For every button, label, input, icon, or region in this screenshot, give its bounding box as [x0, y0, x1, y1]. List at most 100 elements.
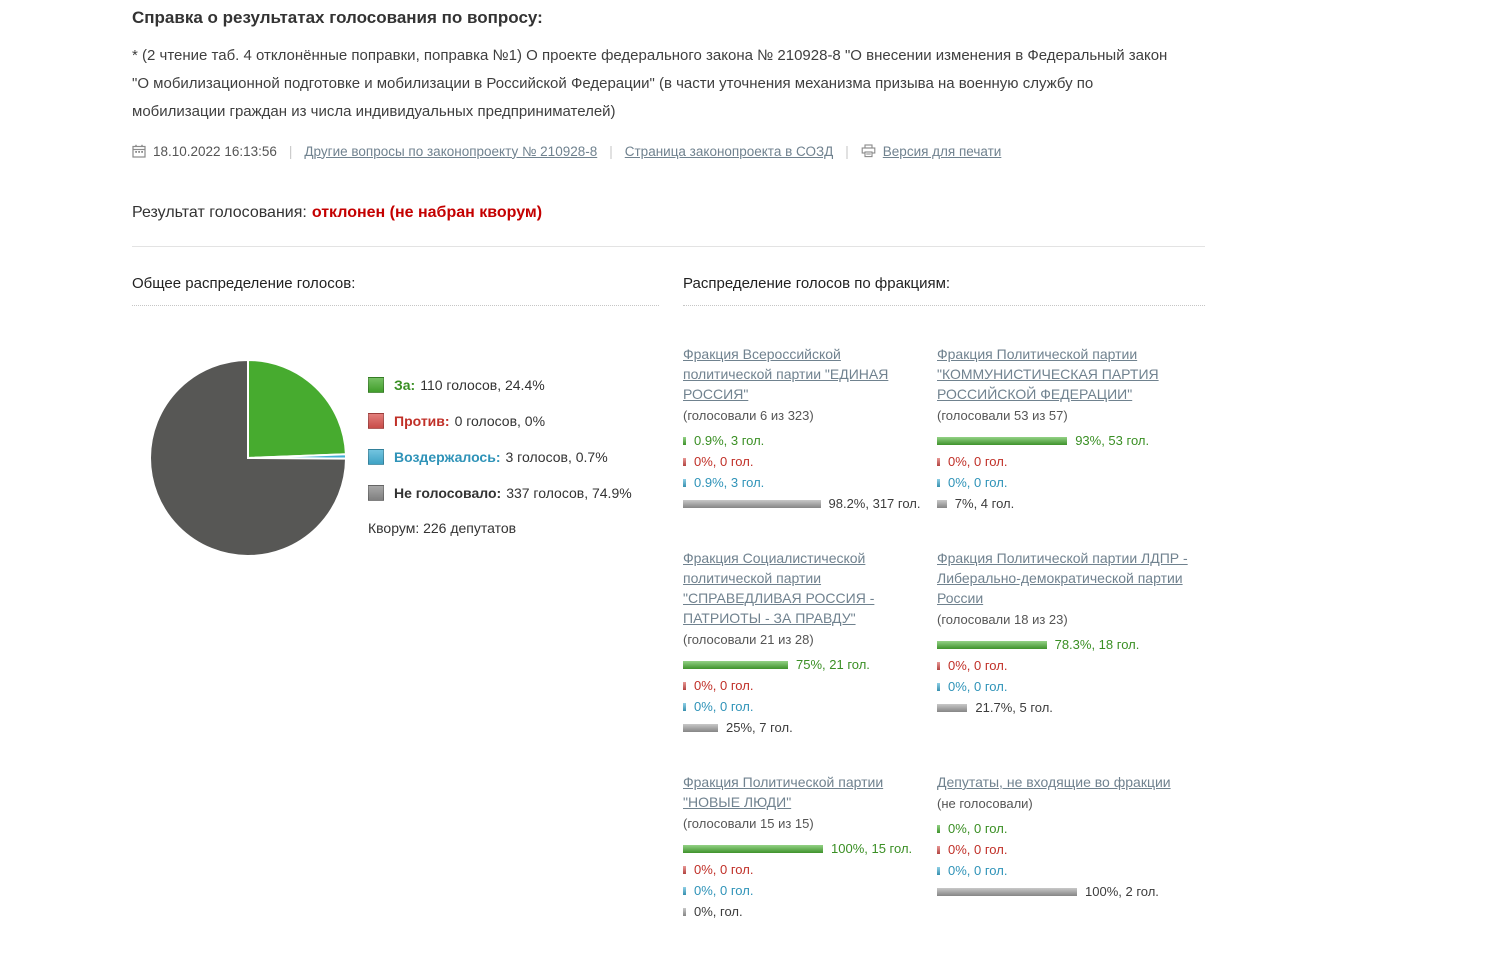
chart-legend: За: 110 голосов, 24.4% Против: 0 голосов, 0…	[368, 356, 632, 560]
vote-bar-against	[683, 681, 686, 690]
vote-value: 0.9%, 3 гол.	[694, 475, 765, 490]
legend-item-against: Против: 0 голосов, 0%	[368, 412, 632, 429]
vote-value: 0%, гол.	[694, 904, 743, 919]
legend-label: Не голосовало:	[394, 484, 502, 501]
legend-item-for: За: 110 голосов, 24.4%	[368, 376, 632, 393]
vote-value: 0%, 0 гол.	[694, 862, 754, 877]
vote-value: 0%, 0 гол.	[948, 454, 1008, 469]
meta-separator: |	[845, 143, 849, 159]
pie-chart	[149, 358, 348, 557]
fraction-name-link[interactable]: Депутаты, не входящие во фракции	[937, 774, 1171, 790]
vote-row-against: 0%, 0 гол.	[937, 655, 1191, 676]
date-text: 18.10.2022 16:13:56	[153, 143, 277, 159]
fraction-name-link[interactable]: Фракция Политической партии ЛДПР - Либер…	[937, 550, 1188, 606]
vote-bar-against	[937, 457, 940, 466]
vote-bar-novote	[937, 887, 1077, 896]
fraction-block: Фракция Политической партии ЛДПР - Либер…	[937, 548, 1205, 718]
overall-heading: Общее распределение голосов:	[132, 247, 659, 306]
link-print-version[interactable]: Версия для печати	[861, 143, 1002, 159]
fractions-grid: Фракция Всероссийской политической парти…	[683, 344, 1205, 922]
legend-label: За:	[394, 376, 416, 393]
vote-bar-novote	[683, 907, 686, 916]
vote-row-abstain: 0%, 0 гол.	[683, 880, 923, 901]
legend-value: 337 голосов, 74.9%	[506, 484, 632, 501]
legend-label: Против:	[394, 412, 450, 429]
fractions-section: Распределение голосов по фракциям: Фракц…	[683, 247, 1205, 922]
fraction-turnout: (голосовали 53 из 57)	[937, 408, 1068, 423]
vote-row-against: 0%, 0 гол.	[937, 839, 1191, 860]
legend-item-abstain: Воздержалось: 3 голосов, 0.7%	[368, 448, 632, 465]
vote-row-novote: 98.2%, 317 гол.	[683, 493, 923, 514]
voting-report-page: Справка о результатах голосования по воп…	[132, 8, 1205, 922]
vote-value: 0%, 0 гол.	[948, 658, 1008, 673]
pie-slice-3	[149, 358, 348, 557]
vote-row-novote: 25%, 7 гол.	[683, 717, 923, 738]
result-row: Результат голосования: отклонен (не набра…	[132, 204, 1205, 222]
vote-row-for: 78.3%, 18 гол.	[937, 634, 1191, 655]
vote-row-against: 0%, 0 гол.	[683, 451, 923, 472]
vote-value: 100%, 15 гол.	[831, 841, 913, 856]
link-sozd-page[interactable]: Страница законопроекта в СОЗД	[624, 143, 834, 159]
legend-swatch-abstain	[368, 448, 384, 465]
vote-bar-for	[683, 436, 686, 445]
vote-bar-against	[683, 457, 686, 466]
fraction-name-link[interactable]: Фракция Политической партии "КОММУНИСТИЧ…	[937, 346, 1159, 402]
legend-label: Воздержалось:	[394, 448, 501, 465]
vote-value: 0.9%, 3 гол.	[694, 433, 765, 448]
fraction-name-link[interactable]: Фракция Политической партии "НОВЫЕ ЛЮДИ"	[683, 774, 884, 810]
vote-bar-novote	[683, 499, 821, 508]
vote-row-for: 75%, 21 гол.	[683, 654, 923, 675]
section-divider	[132, 246, 1205, 247]
vote-bar-against	[683, 865, 686, 874]
vote-value: 0%, 0 гол.	[694, 883, 754, 898]
vote-value: 0%, 0 гол.	[948, 475, 1008, 490]
vote-value: 21.7%, 5 гол.	[975, 700, 1053, 715]
vote-row-for: 93%, 53 гол.	[937, 430, 1191, 451]
vote-value: 0%, 0 гол.	[948, 863, 1008, 878]
vote-row-abstain: 0%, 0 гол.	[683, 696, 923, 717]
legend-swatch-for	[368, 376, 384, 393]
fraction-block: Фракция Политической партии "НОВЫЕ ЛЮДИ"…	[683, 772, 937, 922]
vote-bar-abstain	[683, 478, 686, 487]
result-value: отклонен (не набран кворум)	[311, 204, 543, 221]
page-title: Справка о результатах голосования по воп…	[132, 8, 543, 27]
legend-value: 3 голосов, 0.7%	[505, 448, 608, 465]
vote-row-against: 0%, 0 гол.	[937, 451, 1191, 472]
quorum-text: Кворум: 226 депутатов	[368, 520, 517, 536]
legend-value: 0 голосов, 0%	[454, 412, 546, 429]
fraction-block: Депутаты, не входящие во фракции (не голо…	[937, 772, 1205, 902]
pie-slice-0	[247, 358, 347, 460]
vote-row-for: 0.9%, 3 гол.	[683, 430, 923, 451]
fraction-turnout: (не голосовали)	[937, 796, 1033, 811]
vote-bar-abstain	[937, 478, 940, 487]
vote-bar-novote	[937, 703, 968, 712]
vote-bar-for	[937, 824, 940, 833]
vote-row-for: 100%, 15 гол.	[683, 838, 923, 859]
link-other-questions[interactable]: Другие вопросы по законопроекту № 210928…	[304, 143, 598, 159]
printer-icon	[861, 144, 876, 158]
vote-row-abstain: 0%, 0 гол.	[937, 860, 1191, 881]
legend-swatch-novote	[368, 484, 384, 501]
calendar-icon	[132, 144, 146, 158]
vote-bar-for	[937, 436, 1068, 445]
vote-row-abstain: 0.9%, 3 гол.	[683, 472, 923, 493]
vote-bar-against	[937, 661, 940, 670]
vote-value: 25%, 7 гол.	[726, 720, 793, 735]
vote-bar-novote	[937, 499, 947, 508]
vote-value: 98.2%, 317 гол.	[828, 496, 921, 511]
vote-value: 0%, 0 гол.	[948, 679, 1008, 694]
vote-row-abstain: 0%, 0 гол.	[937, 472, 1191, 493]
overall-section: Общее распределение голосов: За: 110 голо…	[132, 247, 659, 922]
vote-row-novote: 7%, 4 гол.	[937, 493, 1191, 514]
print-version-label: Версия для печати	[882, 143, 1002, 159]
fraction-turnout: (голосовали 6 из 323)	[683, 408, 814, 423]
vote-value: 93%, 53 гол.	[1075, 433, 1150, 448]
vote-bar-against	[937, 845, 940, 854]
vote-bar-abstain	[683, 702, 686, 711]
fraction-name-link[interactable]: Фракция Всероссийской политической парти…	[683, 346, 889, 402]
vote-value: 78.3%, 18 гол.	[1054, 637, 1140, 652]
content-columns: Общее распределение голосов: За: 110 голо…	[132, 247, 1205, 922]
fraction-name-link[interactable]: Фракция Социалистической политической па…	[683, 550, 875, 626]
vote-row-against: 0%, 0 гол.	[683, 859, 923, 880]
vote-value: 0%, 0 гол.	[948, 842, 1008, 857]
